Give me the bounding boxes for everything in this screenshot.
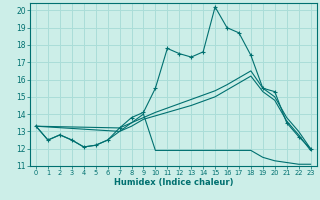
X-axis label: Humidex (Indice chaleur): Humidex (Indice chaleur) bbox=[114, 178, 233, 187]
